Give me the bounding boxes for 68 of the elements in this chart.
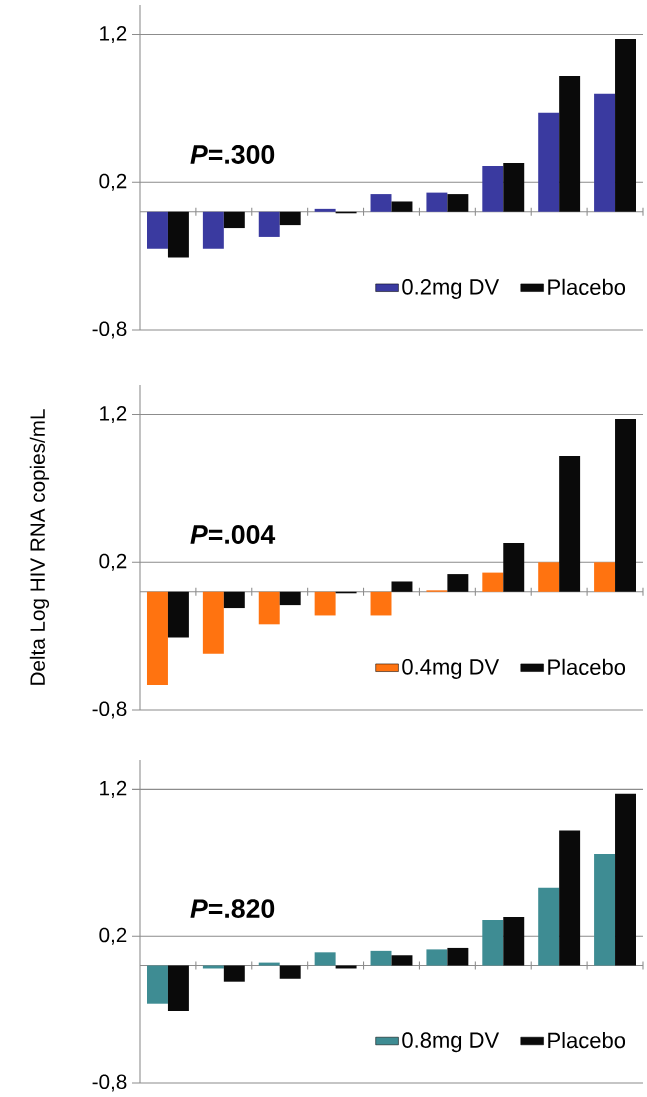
y-tick-label: -0,8 — [92, 321, 127, 339]
bar — [146, 591, 168, 685]
legend-label: Placebo — [548, 1032, 625, 1049]
y-tick-label: 0,2 — [99, 927, 127, 945]
legend-label: Placebo — [548, 658, 625, 675]
annotation: P=.300 — [190, 145, 274, 164]
bar — [258, 211, 280, 237]
bar — [503, 917, 525, 966]
y-axis-title: Delta Log HIV RNA copies/mL — [29, 409, 49, 685]
legend-label: 0.8mg DV — [402, 1032, 499, 1053]
y-tick-label: 0,2 — [99, 553, 127, 571]
bar — [426, 192, 448, 212]
bar — [482, 166, 504, 212]
bar — [593, 853, 615, 966]
bar — [614, 38, 636, 212]
legend-label: 0.4mg DV — [402, 659, 499, 679]
bar — [482, 572, 504, 592]
legend-label: Placebo — [548, 278, 625, 295]
bar — [593, 93, 615, 212]
bar — [370, 194, 392, 212]
bar — [538, 887, 559, 966]
bar — [279, 211, 301, 226]
y-tick-label: -0,8 — [92, 701, 127, 719]
bar — [558, 75, 580, 212]
annotation: P=.820 — [190, 899, 274, 919]
bar — [370, 591, 392, 616]
bar — [391, 201, 413, 212]
bar — [314, 952, 336, 966]
y-tick-label: 1,2 — [99, 406, 127, 424]
bar — [279, 591, 301, 606]
bar — [482, 920, 504, 966]
bar — [593, 562, 615, 592]
bar — [223, 591, 245, 609]
bar — [614, 793, 636, 966]
bar — [202, 211, 224, 249]
bar — [614, 418, 636, 592]
bar — [503, 163, 525, 212]
bar — [391, 955, 413, 966]
bar — [558, 455, 580, 592]
bar — [314, 208, 336, 212]
y-tick-label: 0,2 — [99, 173, 127, 191]
bar — [223, 211, 245, 229]
bar — [426, 949, 448, 966]
bar — [538, 562, 559, 592]
bar — [447, 947, 469, 966]
bar — [167, 965, 189, 1012]
y-tick-label: -0,8 — [92, 1074, 127, 1092]
bar — [558, 830, 580, 966]
bar — [314, 591, 336, 616]
bar — [391, 581, 413, 592]
y-tick-label: 1,2 — [99, 26, 127, 44]
annotation: P=.004 — [190, 525, 275, 544]
bar — [167, 591, 189, 638]
bar — [503, 543, 525, 592]
bar — [279, 965, 301, 979]
y-tick-label: 1,2 — [99, 780, 127, 798]
bar — [258, 591, 280, 625]
bar — [447, 194, 469, 212]
bar — [146, 965, 168, 1004]
bar — [167, 211, 189, 258]
bar — [146, 211, 168, 249]
bar — [258, 962, 280, 966]
bar — [202, 591, 224, 654]
bar — [370, 950, 392, 966]
bar — [223, 965, 245, 982]
legend-label: 0.2mg DV — [402, 279, 499, 299]
bar — [538, 112, 559, 212]
bar — [447, 574, 469, 592]
